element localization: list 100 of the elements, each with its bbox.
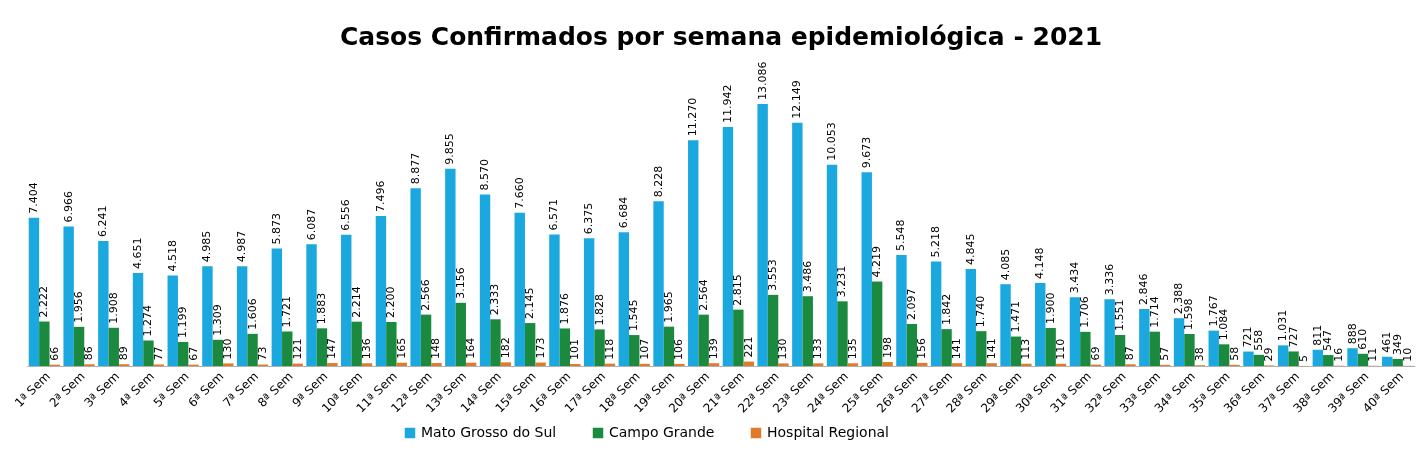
bar xyxy=(882,362,893,366)
data-label: 6.966 xyxy=(61,191,75,223)
data-label: 4.219 xyxy=(870,246,884,278)
data-label: 6.684 xyxy=(616,196,630,229)
bar xyxy=(1218,344,1230,366)
data-label: 811 xyxy=(1310,324,1324,346)
data-label: 4.518 xyxy=(165,240,179,272)
bar xyxy=(986,363,997,366)
bar xyxy=(688,140,699,366)
bar xyxy=(143,340,154,366)
bar xyxy=(132,272,144,366)
bar xyxy=(1382,356,1393,366)
bar xyxy=(431,363,442,366)
data-label: 2.214 xyxy=(349,286,363,318)
bar xyxy=(108,327,119,366)
bar xyxy=(549,234,560,366)
data-label: 1.740 xyxy=(974,295,988,328)
data-label: 2.097 xyxy=(904,288,918,321)
data-label: 11.270 xyxy=(686,97,700,137)
bar xyxy=(282,331,293,366)
bar xyxy=(500,362,512,366)
data-label: 147 xyxy=(325,338,339,360)
bar xyxy=(375,215,387,366)
data-label: 1.908 xyxy=(106,292,120,324)
bar xyxy=(212,339,224,366)
bar xyxy=(757,104,768,366)
data-label: 3.553 xyxy=(766,259,780,291)
bar xyxy=(1114,334,1126,366)
data-label: 8.570 xyxy=(478,158,492,191)
data-label: 165 xyxy=(394,337,408,359)
data-label: 2.564 xyxy=(696,279,710,311)
bar xyxy=(951,363,963,366)
bar xyxy=(63,226,74,366)
bar xyxy=(73,326,85,366)
data-label: 9.673 xyxy=(859,136,873,169)
data-label: 118 xyxy=(602,338,616,360)
bar xyxy=(778,363,789,366)
data-label: 1.965 xyxy=(661,291,675,323)
bar xyxy=(792,122,803,366)
data-label: 66 xyxy=(47,346,61,361)
data-label: 3.336 xyxy=(1102,263,1116,296)
bar xyxy=(351,321,362,366)
bar xyxy=(639,363,650,366)
bar xyxy=(871,281,883,366)
data-label: 6.087 xyxy=(304,208,318,241)
bar xyxy=(514,212,525,366)
bar xyxy=(861,172,872,366)
data-label: 12.149 xyxy=(790,80,804,119)
data-label: 10 xyxy=(1401,347,1415,362)
bar xyxy=(802,296,813,366)
data-label: 139 xyxy=(707,338,721,360)
bar xyxy=(1392,359,1403,366)
data-label: 5.548 xyxy=(894,219,908,251)
data-label: 6.241 xyxy=(96,205,110,238)
bar xyxy=(167,275,178,366)
data-label: 1.876 xyxy=(557,292,571,325)
data-label: 6.556 xyxy=(339,199,353,231)
data-label: 67 xyxy=(186,346,200,361)
bar xyxy=(1173,318,1185,366)
bar xyxy=(1104,299,1115,366)
bar xyxy=(653,201,664,366)
bar xyxy=(708,363,720,366)
bar xyxy=(535,362,546,366)
bar xyxy=(1149,331,1160,366)
data-label: 69 xyxy=(1088,346,1102,361)
data-label: 135 xyxy=(845,338,859,360)
bar xyxy=(663,326,675,366)
data-label: 6.571 xyxy=(547,198,561,231)
bar xyxy=(698,314,709,366)
data-label: 7.660 xyxy=(512,177,526,209)
data-label: 173 xyxy=(533,337,547,359)
data-label: 1.883 xyxy=(314,292,328,325)
data-label: 2.222 xyxy=(37,286,51,318)
bar xyxy=(1347,348,1358,366)
bar xyxy=(1288,351,1299,366)
bar xyxy=(28,217,40,366)
data-label: 58 xyxy=(1227,346,1241,361)
bar xyxy=(941,329,952,366)
data-label: 1.706 xyxy=(1078,296,1092,328)
data-label: 2.145 xyxy=(523,287,537,320)
data-label: 1.767 xyxy=(1206,295,1220,327)
data-label: 2.333 xyxy=(488,283,502,316)
bar xyxy=(177,341,189,366)
bar xyxy=(896,254,907,366)
bar xyxy=(906,324,918,366)
data-label: 130 xyxy=(221,338,235,360)
data-label: 1.084 xyxy=(1217,308,1231,341)
data-label: 11 xyxy=(1366,347,1380,362)
bar xyxy=(1312,349,1324,366)
data-label: 5 xyxy=(1296,354,1310,362)
data-label: 4.845 xyxy=(963,233,977,265)
data-label: 11.942 xyxy=(720,84,734,123)
data-label: 1.598 xyxy=(1182,298,1196,331)
bar xyxy=(1323,355,1334,366)
data-label: 38 xyxy=(1192,347,1206,362)
bar xyxy=(837,301,848,366)
bar xyxy=(847,363,859,366)
bar xyxy=(1243,351,1254,366)
bar xyxy=(722,126,734,366)
data-label: 13.086 xyxy=(755,61,769,100)
